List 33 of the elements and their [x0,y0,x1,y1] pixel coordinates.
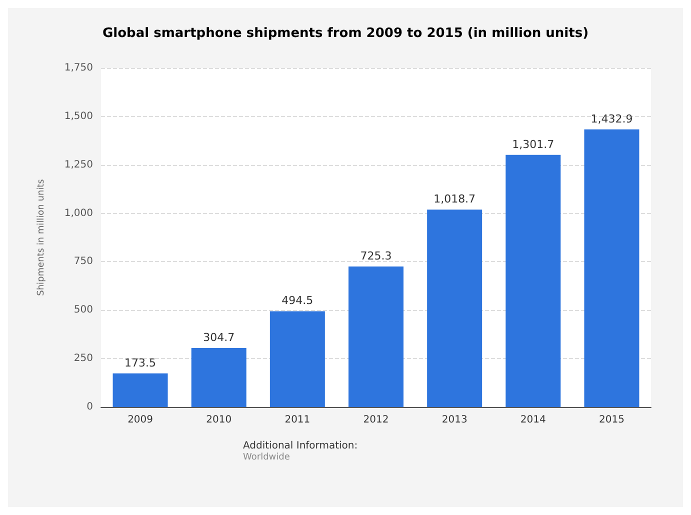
bar [112,373,168,407]
chart-title: Global smartphone shipments from 2009 to 2015 (in million units) [102,26,589,41]
y-tick-label: 250 [74,353,93,364]
data-label: 1,432.9 [590,112,633,126]
bar [506,154,561,407]
x-tick-label: 2015 [598,414,624,426]
y-axis-title: Shipments in million units [36,178,46,296]
x-tick-label: 2011 [284,414,310,426]
bar [191,348,246,407]
y-tick-label: 1,250 [64,159,93,170]
x-tick-label: 2012 [363,414,389,426]
bar [270,311,325,407]
y-tick-label: 1,500 [64,110,93,122]
data-label: 725.3 [360,250,392,262]
y-tick-label: 1,750 [64,62,93,74]
data-label: 304.7 [203,330,235,344]
data-label: 494.5 [282,294,314,308]
text: Additional Information: [243,440,358,452]
x-tick-label: 2010 [206,414,232,426]
data-label: 1,018.7 [434,192,476,206]
x-tick-label: 2013 [442,414,468,426]
data-label: 1,301.7 [512,138,554,151]
text: Worldwide [243,452,290,462]
y-tick-label: 500 [74,304,93,316]
y-tick-label: 1,000 [64,208,93,219]
y-tick-label: 0 [86,402,93,412]
y-tick-label: 750 [74,256,93,268]
bar [427,210,482,407]
bar [584,129,640,407]
data-label: 173.5 [124,356,156,370]
bar [348,266,404,407]
x-tick-label: 2014 [520,414,546,426]
x-tick-label: 2009 [128,414,154,426]
